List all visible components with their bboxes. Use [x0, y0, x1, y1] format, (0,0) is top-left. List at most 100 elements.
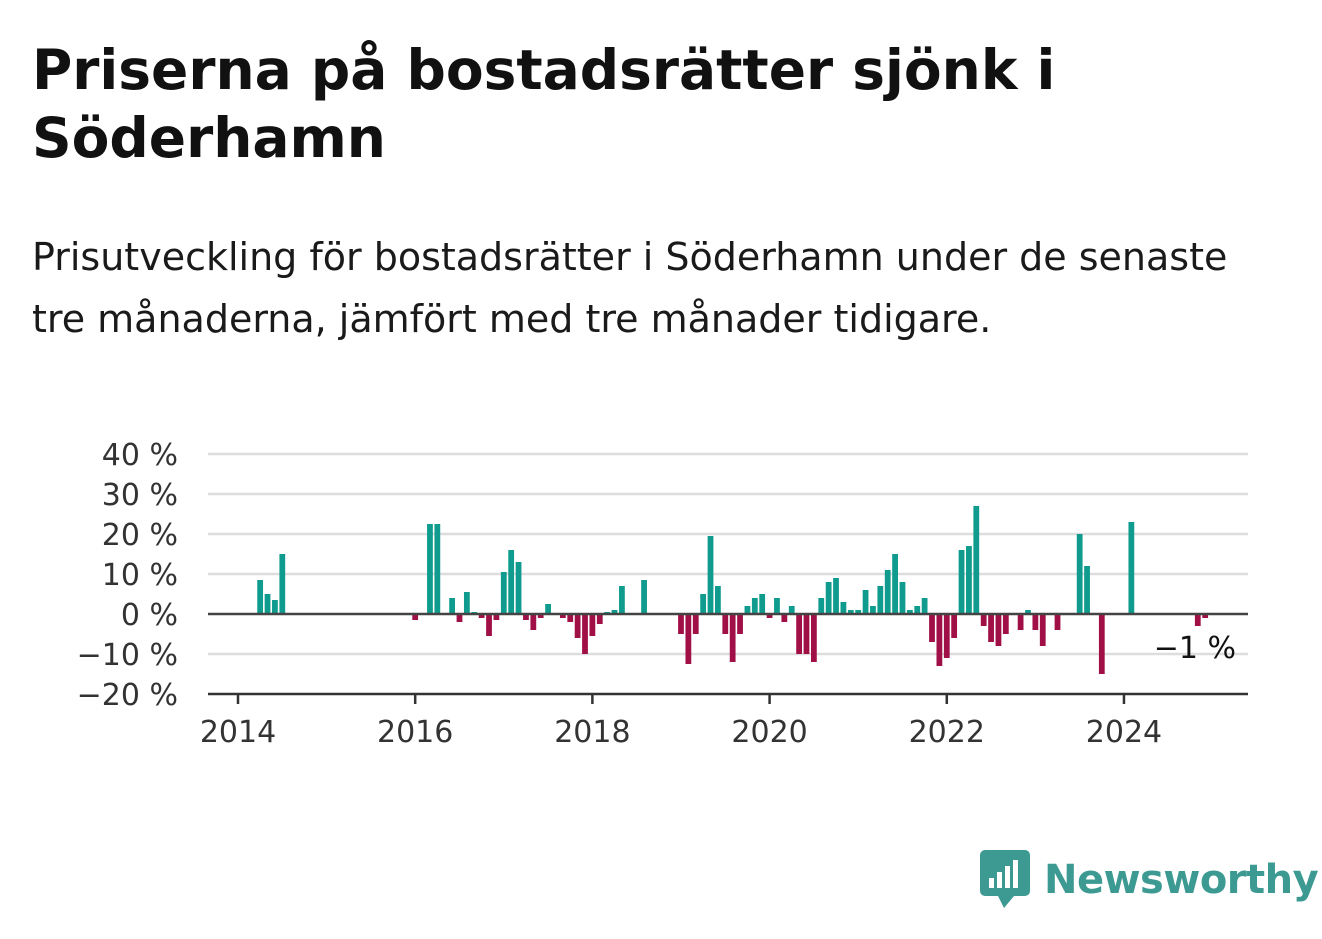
bar: [995, 614, 1002, 646]
bar: [722, 614, 729, 634]
bar: [1025, 610, 1031, 614]
bar: [1002, 614, 1009, 634]
bar: [257, 580, 264, 614]
bar: [892, 554, 898, 614]
bar: [729, 614, 736, 662]
bar: [759, 594, 766, 614]
x-tick-label: 2024: [1086, 715, 1162, 750]
bar: [973, 506, 980, 614]
newsworthy-logo: Newsworthy: [980, 850, 1319, 910]
bar: [1076, 534, 1083, 614]
bar: [707, 536, 714, 614]
bar: [870, 606, 876, 614]
bar: [818, 598, 825, 614]
bar: [788, 606, 795, 614]
bar: [943, 614, 950, 658]
bar: [796, 614, 802, 654]
bar: [508, 550, 515, 614]
annotations: −1 %: [1154, 631, 1236, 666]
bar: [264, 594, 271, 614]
bar: [751, 598, 758, 614]
y-axis-tick-labels: 40 % 30 % 20 % 10 % 0 % −10 % −20 %: [77, 438, 178, 713]
bar: [929, 614, 935, 642]
bar: [1084, 566, 1090, 614]
y-tick-label: 0 %: [121, 598, 178, 633]
bar: [559, 614, 566, 618]
y-tick-label: 30 %: [102, 478, 178, 513]
bar: [833, 578, 839, 614]
bar: [456, 614, 463, 622]
bar: [914, 606, 921, 614]
bar: [951, 614, 958, 638]
bar: [685, 614, 692, 664]
y-tick-label: 20 %: [102, 518, 178, 553]
bar: [715, 586, 721, 614]
grid-lines: [208, 452, 1248, 656]
bar: [1054, 614, 1061, 630]
bar: [899, 582, 906, 614]
bar: [272, 600, 278, 614]
bar: [619, 586, 625, 614]
bar: [493, 614, 500, 620]
bar: [582, 614, 588, 654]
chart-subtitle: Prisutveckling för bostadsrätter i Söder…: [32, 235, 1228, 341]
bar: [449, 598, 455, 614]
y-tick-label: −10 %: [77, 638, 178, 673]
y-tick-label: 40 %: [102, 438, 178, 473]
bar: [1202, 614, 1209, 618]
bar: [988, 614, 994, 642]
bar: [766, 614, 773, 618]
bar: [478, 614, 485, 618]
bar: [803, 614, 810, 654]
bar: [1128, 522, 1135, 614]
bar: [523, 614, 529, 620]
bar: [877, 586, 884, 614]
bar: [611, 610, 618, 614]
bar: [855, 610, 862, 614]
bar: [678, 614, 684, 634]
bar: [641, 580, 647, 614]
last-value-label: −1 %: [1154, 631, 1236, 666]
y-tick-label: −20 %: [77, 678, 178, 713]
bar: [862, 590, 869, 614]
bar: [840, 602, 847, 614]
bar: [537, 614, 544, 618]
x-tick-label: 2018: [554, 715, 630, 750]
bar: [1017, 614, 1024, 630]
y-tick-label: 10 %: [102, 558, 178, 593]
x-tick-label: 2022: [909, 715, 985, 750]
bar: [906, 610, 913, 614]
bar: [847, 610, 854, 614]
bar: [574, 614, 581, 638]
bar: [434, 524, 441, 614]
bar: [884, 570, 891, 614]
bar: [500, 572, 507, 614]
bar: [980, 614, 987, 626]
bar: [412, 614, 419, 620]
bar: [1039, 614, 1046, 646]
bar: [279, 554, 286, 614]
bar: [427, 524, 433, 614]
bar: [774, 598, 780, 614]
bar: [1194, 614, 1201, 626]
bar: [486, 614, 492, 636]
chart-title: Priserna på bostadsrätter sjönk i Söderh…: [32, 38, 1056, 170]
bar: [825, 582, 832, 614]
bar: [692, 614, 699, 634]
bar: [1032, 614, 1039, 630]
bar: [966, 546, 972, 614]
bar: [958, 550, 965, 614]
bar: [567, 614, 574, 622]
bar: [589, 614, 596, 636]
bar-chart-speech-bubble-icon: [980, 850, 1030, 908]
bar: [545, 604, 551, 614]
bar: [530, 614, 537, 630]
bars: [257, 506, 1209, 674]
bar: [700, 594, 707, 614]
x-axis: 2014 2016 2018 2020 2022 2024: [200, 612, 1248, 750]
bar: [463, 592, 470, 614]
bar: [921, 598, 928, 614]
bar: [515, 562, 522, 614]
x-tick-label: 2020: [731, 715, 807, 750]
bar-chart: 40 %30 %20 %10 %0 %−10 %−20 % 2014 2016 20…: [77, 438, 1248, 750]
